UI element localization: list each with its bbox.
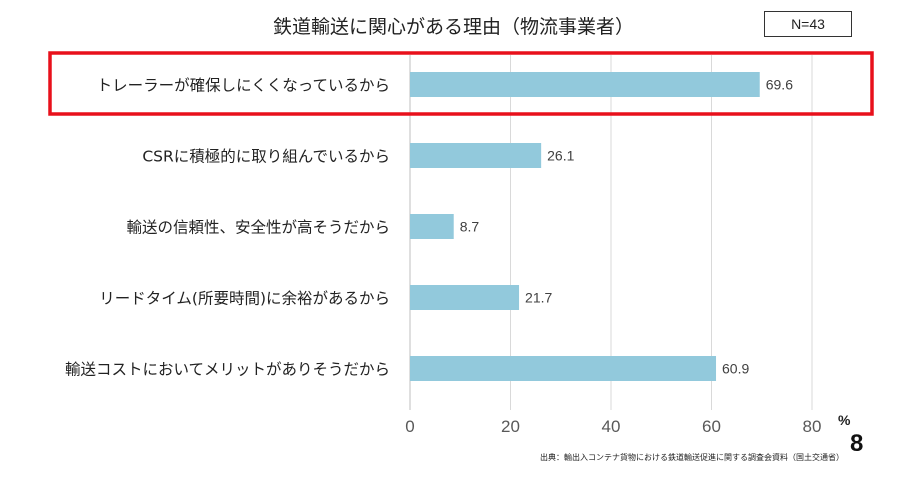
data-label: 26.1	[547, 148, 574, 164]
category-label: 輸送コストにおいてメリットがありそうだから	[65, 361, 390, 379]
bar	[410, 72, 760, 97]
data-label: 60.9	[722, 361, 749, 377]
data-label: 21.7	[525, 290, 552, 306]
category-label: CSRに積極的に取り組んでいるから	[142, 148, 390, 166]
category-label: トレーラーが確保しにくくなっているから	[97, 77, 390, 95]
bar	[410, 214, 454, 239]
x-unit-label: %	[838, 412, 851, 428]
x-tick-label: 0	[405, 417, 414, 436]
x-tick-label: 20	[501, 417, 520, 436]
highlight-box	[48, 51, 874, 116]
bar	[410, 356, 717, 381]
x-tick-label: 40	[602, 417, 621, 436]
chart-title: 鉄道輸送に関心がある理由（物流事業者）	[272, 16, 634, 38]
data-label: 8.7	[460, 219, 480, 235]
data-label: 69.6	[766, 77, 793, 93]
sample-size-box: N=43	[764, 11, 852, 37]
category-label: 輸送の信頼性、安全性が高そうだから	[126, 219, 390, 237]
source-note: 出典：輸出入コンテナ貨物における鉄道輸送促進に関する調査会資料（国土交通省）	[540, 453, 844, 462]
bar	[410, 143, 542, 168]
x-tick-label: 80	[803, 417, 822, 436]
bar	[410, 285, 520, 310]
page-number: 8	[850, 430, 864, 457]
x-tick-label: 60	[702, 417, 721, 436]
category-label: リードタイム(所要時間)に余裕があるから	[99, 289, 390, 308]
